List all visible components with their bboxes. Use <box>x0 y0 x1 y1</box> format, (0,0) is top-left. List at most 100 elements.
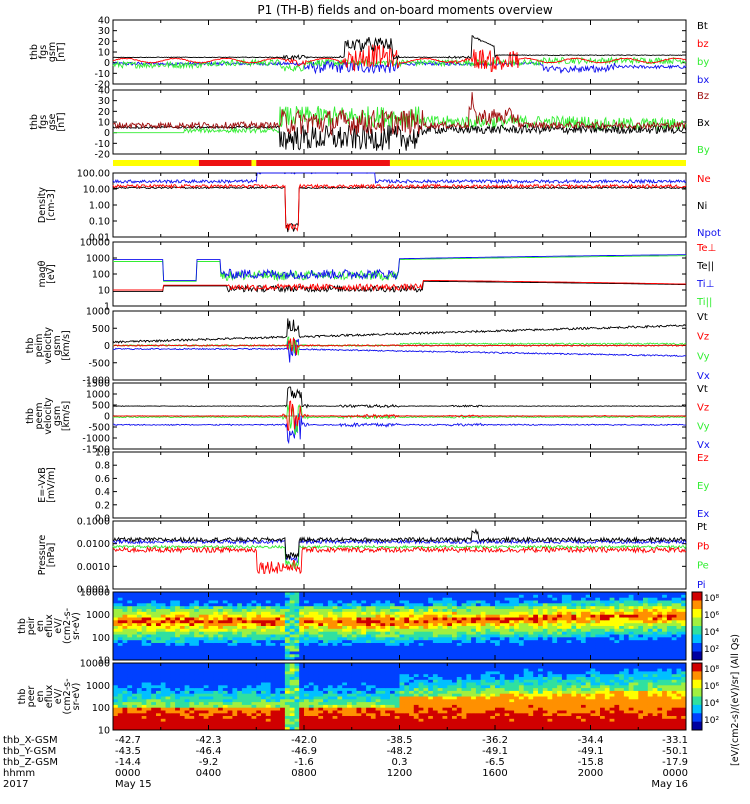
heatmap-cell <box>137 601 142 604</box>
heatmap-cell <box>333 629 338 632</box>
heatmap-cell <box>486 654 491 657</box>
heatmap-cell <box>328 606 333 609</box>
heatmap-cell <box>662 598 667 601</box>
heatmap-cell <box>428 595 433 598</box>
heatmap-cell <box>552 595 557 598</box>
heatmap-cell <box>323 635 328 638</box>
heatmap-cell <box>581 649 586 652</box>
heatmap-cell <box>581 620 586 623</box>
heatmap-cell <box>318 646 323 649</box>
heatmap-cell <box>591 649 596 652</box>
heatmap-cell <box>113 705 118 708</box>
heatmap-cell <box>409 691 414 694</box>
heatmap-cell <box>486 603 491 606</box>
heatmap-cell <box>481 598 486 601</box>
heatmap-cell <box>657 626 662 629</box>
heatmap-cell <box>476 623 481 626</box>
heatmap-cell <box>428 697 433 700</box>
heatmap-cell <box>118 620 123 623</box>
heatmap-cell <box>185 618 190 621</box>
heatmap-cell <box>610 609 615 612</box>
heatmap-cell <box>347 669 352 672</box>
heatmap-cell <box>127 705 132 708</box>
heatmap-cell <box>385 640 390 643</box>
heatmap-cell <box>605 601 610 604</box>
heatmap-cell <box>151 683 156 686</box>
heatmap-cell <box>285 629 290 632</box>
heatmap-cell <box>142 612 147 615</box>
heatmap-cell <box>600 620 605 623</box>
heatmap-cell <box>414 598 419 601</box>
heatmap-cell <box>271 615 276 618</box>
heatmap-cell <box>199 643 204 646</box>
heatmap-cell <box>209 598 214 601</box>
heatmap-cell <box>113 694 118 697</box>
heatmap-cell <box>161 632 166 635</box>
heatmap-cell <box>438 612 443 615</box>
heatmap-cell <box>333 615 338 618</box>
heatmap-cell <box>314 691 319 694</box>
heatmap-cell <box>342 652 347 655</box>
heatmap-cell <box>142 649 147 652</box>
heatmap-cell <box>318 598 323 601</box>
heatmap-cell <box>218 603 223 606</box>
heatmap-cell <box>304 618 309 621</box>
heatmap-cell <box>175 722 180 725</box>
heatmap-cell <box>400 623 405 626</box>
heatmap-cell <box>366 649 371 652</box>
heatmap-cell <box>304 691 309 694</box>
heatmap-cell <box>376 716 381 719</box>
heatmap-cell <box>247 635 252 638</box>
heatmap-cell <box>232 618 237 621</box>
heatmap-cell <box>261 694 266 697</box>
heatmap-cell <box>218 635 223 638</box>
heatmap-cell <box>280 694 285 697</box>
heatmap-cell <box>404 612 409 615</box>
heatmap-cell <box>409 603 414 606</box>
heatmap-cell <box>595 654 600 657</box>
heatmap-cell <box>366 606 371 609</box>
heatmap-cell <box>462 626 467 629</box>
heatmap-cell <box>638 603 643 606</box>
heatmap-cell <box>314 654 319 657</box>
heatmap-cell <box>333 722 338 725</box>
heatmap-cell <box>113 699 118 702</box>
heatmap-cell <box>151 612 156 615</box>
heatmap-cell <box>142 708 147 711</box>
heatmap-cell <box>591 598 596 601</box>
heatmap-cell <box>452 629 457 632</box>
heatmap-cell <box>347 694 352 697</box>
heatmap-cell <box>352 646 357 649</box>
heatmap-cell <box>247 612 252 615</box>
heatmap-cell <box>595 637 600 640</box>
heatmap-cell <box>361 615 366 618</box>
heatmap-cell <box>170 626 175 629</box>
heatmap-cell <box>304 688 309 691</box>
heatmap-cell <box>333 702 338 705</box>
heatmap-cell <box>256 724 261 727</box>
heatmap-cell <box>280 674 285 677</box>
heatmap-cell <box>595 598 600 601</box>
heatmap-cell <box>419 637 424 640</box>
heatmap-cell <box>146 654 151 657</box>
heatmap-cell <box>337 708 342 711</box>
heatmap-cell <box>218 711 223 714</box>
heatmap-cell <box>486 623 491 626</box>
heatmap-cell <box>619 603 624 606</box>
heatmap-cell <box>247 719 252 722</box>
heatmap-cell <box>213 705 218 708</box>
heatmap-cell <box>161 612 166 615</box>
heatmap-cell <box>146 677 151 680</box>
heatmap-cell <box>619 649 624 652</box>
heatmap-cell <box>419 629 424 632</box>
heatmap-cell <box>667 595 672 598</box>
heatmap-cell <box>466 612 471 615</box>
heatmap-cell <box>266 612 271 615</box>
heatmap-cell <box>266 632 271 635</box>
heatmap-cell <box>166 623 171 626</box>
y-axis-label: [km/s] <box>61 401 72 431</box>
heatmap-cell <box>213 666 218 669</box>
heatmap-cell <box>361 629 366 632</box>
heatmap-cell <box>132 632 137 635</box>
heatmap-cell <box>576 609 581 612</box>
